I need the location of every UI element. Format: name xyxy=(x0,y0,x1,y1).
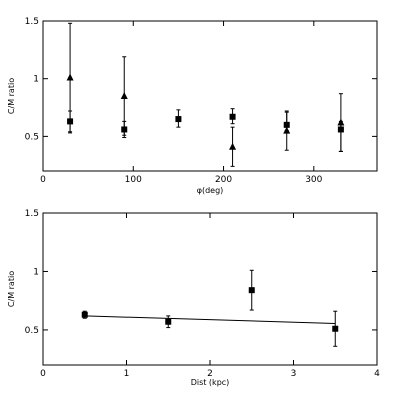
bottom-panel: Dist (kpc) C/M ratio 0 1 2 3 4 0.5 1 1.5 xyxy=(7,209,380,387)
bottom-x-tick-label: 1 xyxy=(124,369,130,379)
top-triangle-marker xyxy=(337,118,345,126)
top-y-tick-label: 1 xyxy=(33,75,39,85)
bottom-y-axis-label: C/M ratio xyxy=(7,271,16,307)
bottom-y-tick-label: 1.5 xyxy=(25,209,39,219)
top-x-tick-label: 200 xyxy=(215,175,232,185)
top-triangle-marker xyxy=(66,73,74,81)
bottom-square-marker xyxy=(165,318,172,325)
top-y-tick-label: 0.5 xyxy=(25,132,39,142)
bottom-y-tick-label: 1 xyxy=(33,267,39,277)
top-x-tick-label: 300 xyxy=(305,175,322,185)
bottom-x-axis-label: Dist (kpc) xyxy=(191,378,230,387)
top-plot-frame xyxy=(42,20,378,172)
bottom-x-tick-label: 2 xyxy=(207,369,213,379)
bottom-square-marker xyxy=(81,311,88,318)
top-triangle-marker xyxy=(283,126,291,134)
bottom-x-tick-label: 4 xyxy=(374,369,380,379)
top-triangle-marker xyxy=(229,142,237,150)
bottom-fit-line xyxy=(84,315,336,324)
top-square-marker xyxy=(175,116,182,123)
bottom-square-marker xyxy=(332,325,339,332)
bottom-x-tick-label: 3 xyxy=(291,369,297,379)
bottom-square-marker xyxy=(248,287,255,294)
top-x-axis-label: φ(deg) xyxy=(197,186,224,195)
top-y-tick-label: 1.5 xyxy=(25,17,39,27)
bottom-plot-frame xyxy=(42,212,378,366)
top-x-tick-label: 0 xyxy=(40,175,46,185)
top-triangle-marker xyxy=(120,92,128,99)
top-square-marker xyxy=(229,113,236,120)
top-y-axis-label: C/M ratio xyxy=(7,78,16,114)
bottom-x-tick-label: 0 xyxy=(40,369,46,379)
top-panel: φ(deg) C/M ratio 0 100 200 300 0.5 1 1.5 xyxy=(7,17,378,195)
bottom-y-tick-label: 0.5 xyxy=(25,326,39,336)
top-x-tick-label: 100 xyxy=(125,175,142,185)
